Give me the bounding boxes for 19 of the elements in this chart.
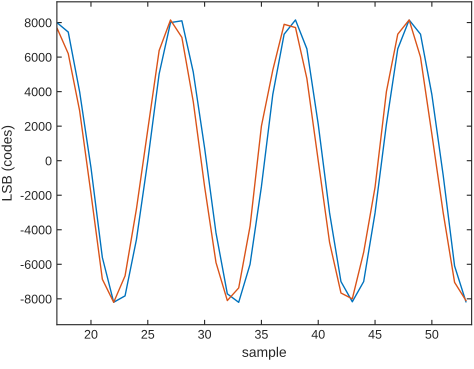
y-tick-label: 8000: [24, 18, 52, 28]
y-tick-label: -4000: [20, 226, 52, 234]
x-tick-label: 30: [198, 330, 212, 339]
y-tick-label: -6000: [20, 260, 52, 269]
y-tick-label: -8000: [20, 294, 52, 304]
x-tick-label: 50: [425, 330, 438, 339]
y-axis-title: LSB (codes): [2, 126, 14, 200]
x-tick-label: 35: [254, 330, 268, 339]
y-tick-label: 0: [46, 156, 52, 166]
y-tick-label: 2000: [24, 122, 52, 131]
x-tick-label: 45: [368, 330, 382, 339]
x-tick-label: 40: [312, 330, 325, 339]
line-series: [56, 19, 467, 303]
x-tick-label: 20: [84, 330, 98, 339]
y-tick-label: 6000: [24, 52, 52, 62]
x-tick-label: 25: [141, 330, 154, 339]
x-axis-title: sample: [242, 346, 286, 360]
y-tick-label: -2000: [20, 191, 52, 200]
y-tick-label: 4000: [24, 87, 52, 96]
